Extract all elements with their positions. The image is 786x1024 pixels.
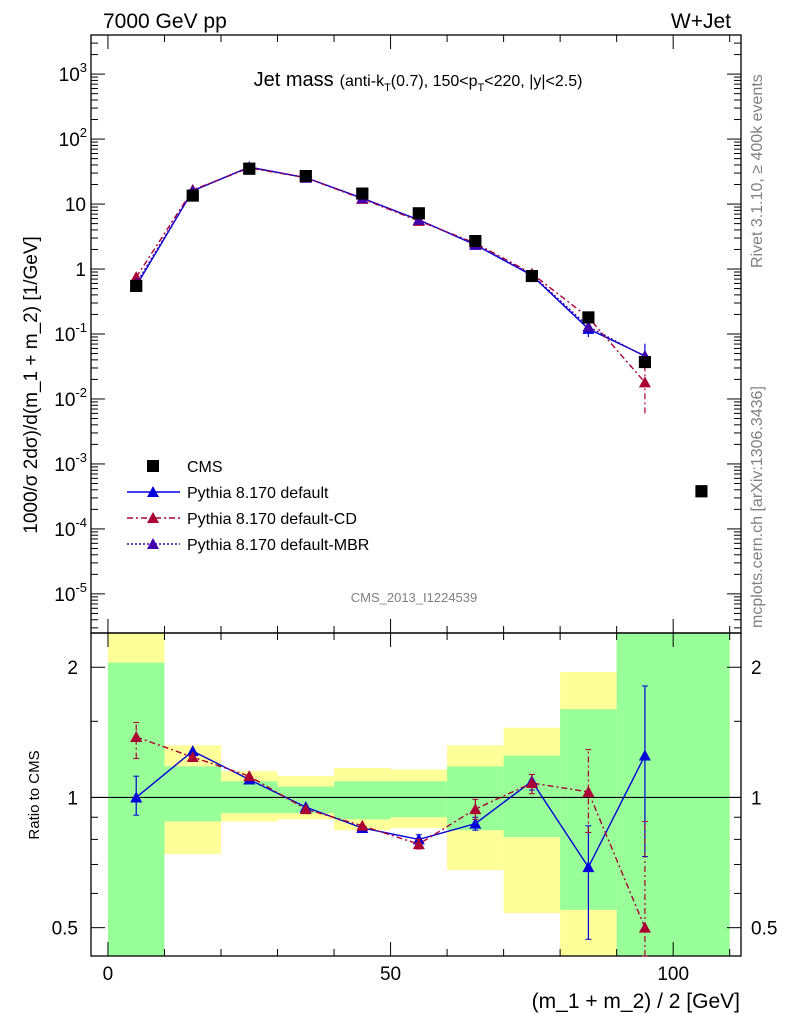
cms-point [299, 170, 312, 183]
legend-label: Pythia 8.170 default-MBR [187, 537, 369, 554]
legend-marker-square [147, 460, 159, 472]
title-part-e: <220, |y|<2.5) [484, 73, 582, 90]
ratio-frame [90, 632, 742, 957]
main-series-1 [130, 161, 651, 369]
ratio-band-green [503, 755, 561, 838]
main-line-1 [135, 166, 646, 357]
ratio-series-1 [130, 722, 651, 957]
main-ytick-label: 10-4 [54, 515, 87, 541]
main-ylabel: 1000/σ 2dσ)/d(m_1 + m_2) [1/GeV] [21, 236, 42, 534]
ratio-ytick-label-right: 2 [751, 658, 762, 679]
legend-label: Pythia 8.170 default-CD [187, 511, 357, 528]
main-ytick-label: 1 [75, 260, 86, 281]
xtick-label: 100 [657, 964, 689, 985]
xtick-label: 0 [103, 964, 114, 985]
ratio-band-green [616, 633, 730, 956]
cms-point [469, 235, 482, 248]
legend: CMS Pythia 8.170 default Pythia 8.170 defa… [127, 459, 369, 554]
legend-entry: Pythia 8.170 default [127, 485, 329, 502]
cms-point [186, 189, 199, 202]
title-sub-t2: T [478, 82, 485, 94]
legend-label: CMS [187, 459, 223, 476]
analysis-watermark: CMS_2013_I1224539 [351, 590, 478, 605]
ratio-line-0 [135, 750, 646, 869]
ratio-marker [582, 861, 595, 873]
main-ytick-label: 10-3 [54, 450, 87, 476]
ratio-marker [130, 791, 143, 803]
main-ytick-label: 103 [59, 60, 87, 86]
main-series-3 [130, 161, 651, 362]
main-ytick-label: 10-2 [54, 385, 87, 411]
ratio-marker [638, 921, 651, 933]
ratio-ytick-label-right: 1 [751, 788, 762, 809]
cms-point [582, 311, 595, 324]
ratio-marker [186, 745, 199, 757]
main-marker [582, 320, 595, 332]
main-series-2 [130, 161, 651, 414]
legend-entry: CMS [147, 459, 223, 476]
header-left: 7000 GeV pp [103, 10, 227, 33]
ratio-marker [525, 777, 538, 789]
main-ytick-label: 10-5 [54, 580, 87, 606]
ratio-marker [582, 785, 595, 797]
cms-point [356, 187, 369, 200]
ratio-marker [469, 817, 482, 829]
cms-point [695, 485, 708, 498]
rivet-label: Rivet 3.1.10, ≥ 400k events [749, 74, 766, 268]
series-layer [130, 161, 708, 957]
ratio-band-green [164, 766, 221, 822]
ratio-marker [356, 819, 369, 831]
xtick-label: 50 [380, 964, 401, 985]
legend-marker-triangle [147, 538, 159, 549]
ratio-marker [299, 803, 312, 815]
main-marker [412, 213, 425, 225]
chart-title: Jet mass (anti-kT(0.7), 150<pT<220, |y|<2… [254, 69, 583, 94]
ratio-ylabel: Ratio to CMS [26, 750, 43, 839]
title-sub-t1: T [384, 82, 391, 94]
main-ytick-label: 10 [65, 195, 86, 216]
title-part-a: (anti-k [340, 73, 385, 90]
main-marker [638, 376, 651, 388]
chart-title-main: Jet mass [254, 69, 334, 91]
mcplots-label: mcplots.cern.ch [arXiv:1306.3436] [749, 386, 766, 628]
main-line-3 [135, 166, 646, 358]
legend-entry: Pythia 8.170 default-CD [127, 511, 357, 528]
ratio-marker [186, 751, 199, 763]
ratio-band-green [390, 781, 448, 818]
main-ytick-label: 10-1 [54, 320, 87, 346]
legend-marker-triangle [147, 512, 159, 523]
cms-point [243, 162, 256, 175]
ratio-line-1 [135, 736, 646, 928]
axes: 10-5 10-4 10-3 10-2 10-1 1 10 102 103 0.5 0.5 1 1 2 2 0… [52, 35, 777, 985]
title-part-c: (0.7), 150<p [391, 73, 478, 90]
ratio-marker [412, 838, 425, 850]
main-line-2 [135, 167, 646, 383]
header-right: W+Jet [671, 10, 731, 33]
ratio-marker [130, 730, 143, 742]
ratio-ytick-label: 2 [67, 658, 78, 679]
cms-top [130, 162, 708, 498]
ratio-ytick-label-right: 0.5 [751, 919, 777, 940]
ratio-band-green [334, 781, 391, 820]
ratio-marker [638, 749, 651, 761]
ratio-ytick-label: 0.5 [52, 919, 78, 940]
legend-entry: Pythia 8.170 default-MBR [127, 537, 369, 554]
legend-label: Pythia 8.170 default [187, 485, 329, 502]
cms-point [130, 279, 143, 292]
cms-point [412, 207, 425, 220]
ratio-marker [469, 803, 482, 815]
ratio-ytick-label: 1 [67, 788, 78, 809]
cms-point [638, 356, 651, 369]
cms-point [525, 270, 538, 283]
legend-marker-triangle [147, 486, 159, 497]
ratio-bands [107, 633, 730, 956]
main-ytick-label: 102 [59, 125, 87, 151]
ratio-marker [243, 770, 256, 782]
xlabel: (m_1 + m_2) / 2 [GeV] [532, 990, 740, 1013]
